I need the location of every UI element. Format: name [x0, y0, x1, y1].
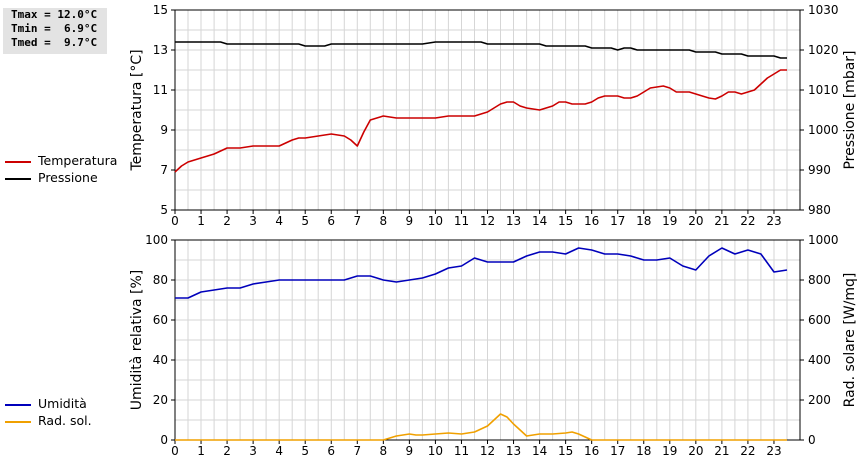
x-tick-label: 15 [558, 214, 573, 228]
y-tick-label: 11 [153, 83, 168, 97]
y2-axis-title: Rad. solare [W/mq] [842, 273, 858, 408]
x-tick-label: 6 [327, 444, 335, 458]
x-tick-label: 23 [766, 444, 781, 458]
x-tick-label: 9 [406, 444, 414, 458]
legend-swatch [5, 404, 31, 406]
x-tick-label: 15 [558, 444, 573, 458]
y-tick-label: 13 [153, 43, 168, 57]
x-tick-label: 13 [506, 444, 521, 458]
x-tick-label: 7 [353, 444, 361, 458]
y-tick-label: 9 [160, 123, 168, 137]
y2-tick-label: 1000 [808, 233, 839, 247]
y-axis-title: Temperatura [°C] [129, 49, 145, 171]
x-tick-label: 17 [610, 444, 625, 458]
legend-label: Pressione [38, 170, 98, 185]
y-tick-label: 5 [160, 203, 168, 217]
x-tick-label: 1 [197, 444, 205, 458]
y2-tick-label: 200 [808, 393, 831, 407]
x-tick-label: 21 [714, 214, 729, 228]
y-tick-label: 60 [153, 313, 168, 327]
x-tick-label: 3 [249, 214, 257, 228]
x-tick-label: 16 [584, 214, 599, 228]
x-tick-label: 10 [428, 214, 443, 228]
series-line-rad-sol [175, 413, 787, 441]
y2-tick-label: 1000 [808, 123, 839, 137]
tmed-text: Tmed = 9.7°C [11, 36, 98, 49]
y-tick-label: 7 [160, 163, 168, 177]
x-tick-label: 9 [406, 214, 414, 228]
legend-swatch [5, 421, 31, 423]
y-tick-label: 40 [153, 353, 168, 367]
legend-label: Temperatura [38, 153, 118, 168]
x-tick-label: 0 [171, 444, 179, 458]
y2-tick-label: 990 [808, 163, 831, 177]
x-tick-label: 2 [223, 214, 231, 228]
x-tick-label: 18 [636, 214, 651, 228]
series-line-pressione [175, 41, 787, 59]
y2-tick-label: 1020 [808, 43, 839, 57]
y-tick-label: 15 [153, 3, 168, 17]
y2-tick-label: 600 [808, 313, 831, 327]
x-tick-label: 6 [327, 214, 335, 228]
x-tick-label: 4 [275, 214, 283, 228]
tmin-text: Tmin = 6.9°C [11, 22, 98, 35]
x-tick-label: 19 [662, 444, 677, 458]
y-tick-label: 0 [160, 433, 168, 447]
x-tick-label: 18 [636, 444, 651, 458]
x-tick-label: 22 [740, 444, 755, 458]
x-tick-label: 13 [506, 214, 521, 228]
y2-tick-label: 800 [808, 273, 831, 287]
x-tick-label: 14 [532, 214, 547, 228]
x-tick-label: 21 [714, 444, 729, 458]
x-tick-label: 10 [428, 444, 443, 458]
x-tick-label: 20 [688, 214, 703, 228]
y2-tick-label: 1010 [808, 83, 839, 97]
x-tick-label: 14 [532, 444, 547, 458]
stats-box: Tmax = 12.0°C Tmin = 6.9°C Tmed = 9.7°C [3, 8, 107, 54]
series-line-temperatura [174, 69, 787, 173]
x-tick-label: 4 [275, 444, 283, 458]
legend-swatch [5, 178, 31, 180]
x-tick-label: 17 [610, 214, 625, 228]
x-tick-label: 11 [454, 214, 469, 228]
x-tick-label: 12 [480, 444, 495, 458]
legend-label: Rad. sol. [38, 413, 92, 428]
tmax-text: Tmax = 12.0°C [11, 8, 98, 21]
y-tick-label: 20 [153, 393, 168, 407]
y2-axis-title: Pressione [mbar] [842, 50, 858, 169]
x-tick-label: 3 [249, 444, 257, 458]
x-tick-label: 22 [740, 214, 755, 228]
x-tick-label: 5 [301, 444, 309, 458]
y2-tick-label: 1030 [808, 3, 839, 17]
y2-tick-label: 980 [808, 203, 831, 217]
x-tick-label: 23 [766, 214, 781, 228]
x-tick-label: 5 [301, 214, 309, 228]
y2-tick-label: 400 [808, 353, 831, 367]
x-tick-label: 0 [171, 214, 179, 228]
x-tick-label: 12 [480, 214, 495, 228]
y-axis-title: Umidità relativa [%] [129, 270, 145, 411]
series-line-umidit [175, 247, 788, 299]
x-tick-label: 1 [197, 214, 205, 228]
x-tick-label: 20 [688, 444, 703, 458]
x-tick-label: 8 [380, 214, 388, 228]
x-tick-label: 2 [223, 444, 231, 458]
x-tick-label: 19 [662, 214, 677, 228]
x-tick-label: 8 [380, 444, 388, 458]
x-tick-label: 11 [454, 444, 469, 458]
x-tick-label: 16 [584, 444, 599, 458]
y-tick-label: 80 [153, 273, 168, 287]
x-tick-label: 7 [353, 214, 361, 228]
legend-swatch [5, 161, 31, 163]
legend-label: Umidità [38, 396, 87, 411]
y-tick-label: 100 [145, 233, 168, 247]
y2-tick-label: 0 [808, 433, 816, 447]
